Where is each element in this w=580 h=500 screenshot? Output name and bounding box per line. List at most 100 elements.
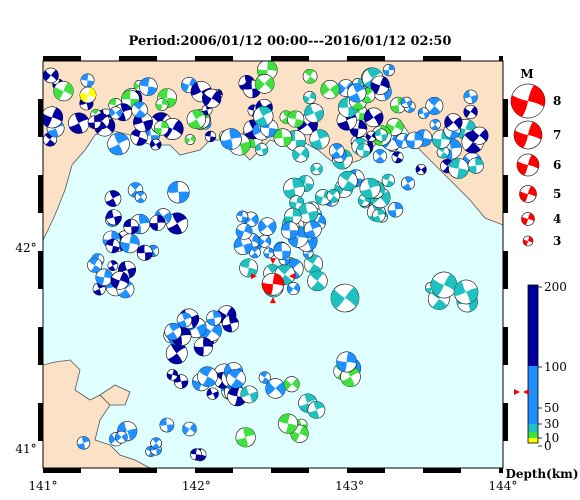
focal-mechanism — [87, 257, 103, 273]
magnitude-legend-symbol — [516, 153, 540, 177]
focal-mechanism — [107, 132, 130, 156]
depth-bar-frame — [527, 284, 539, 444]
frame-segment-right — [503, 251, 508, 289]
focal-mechanism — [372, 149, 387, 164]
focal-mechanism — [43, 106, 64, 129]
focal-mechanism — [382, 64, 396, 77]
focal-mechanism — [304, 103, 324, 123]
magnitude-legend-symbol — [510, 83, 546, 119]
focal-mechanism — [104, 190, 122, 207]
focal-mechanism — [287, 110, 305, 128]
frame-segment-left — [38, 99, 43, 137]
focal-mechanism — [155, 98, 169, 111]
focal-mechanism — [429, 119, 441, 131]
focal-mechanism — [176, 312, 193, 328]
depth-bar-segment — [528, 366, 538, 424]
focal-mechanism — [134, 191, 147, 203]
focal-mechanism — [253, 106, 274, 127]
focal-mechanism — [365, 130, 377, 142]
magnitude-legend-symbol — [522, 235, 534, 247]
focal-mechanism — [425, 97, 444, 115]
focal-mechanism — [307, 400, 326, 419]
focal-mechanism — [182, 421, 197, 437]
focal-mechanism — [297, 202, 319, 224]
focal-mechanism — [320, 80, 340, 100]
focal-mechanism — [240, 385, 259, 404]
focal-mechanism — [117, 421, 138, 442]
focal-mechanism — [273, 242, 291, 261]
focal-mechanism — [186, 109, 206, 129]
focal-mechanism — [258, 234, 272, 248]
focal-mechanism — [105, 209, 122, 226]
focal-mechanism — [167, 181, 190, 204]
focal-mechanism — [303, 91, 317, 105]
focal-mechanism — [166, 369, 179, 381]
focal-mechanism — [292, 145, 310, 163]
focal-mechanism — [286, 281, 300, 295]
focal-mechanism — [307, 270, 328, 292]
magnitude-legend: M 8 7 6 5 4 3 — [510, 67, 561, 248]
focal-mechanism — [463, 89, 478, 104]
focal-mechanism — [206, 310, 222, 326]
focal-mechanism — [166, 212, 189, 235]
focal-mechanism — [336, 351, 358, 373]
focal-mechanism — [68, 112, 90, 134]
frame-segment-bottom — [195, 468, 233, 473]
focal-mechanism — [236, 210, 249, 223]
focal-mechanism — [330, 283, 360, 313]
focal-mechanism — [87, 115, 102, 130]
focal-mechanism — [206, 387, 219, 400]
frame-segment-top — [347, 56, 385, 61]
focal-mechanism — [197, 366, 218, 387]
highlight-arrows — [250, 258, 295, 304]
focal-mechanism — [193, 337, 214, 357]
depth-bar-segment — [528, 285, 538, 366]
focal-mechanism — [310, 162, 323, 176]
depth-legend-label: 200 — [544, 280, 567, 294]
focal-mechanism — [444, 113, 463, 132]
magnitude-legend-symbol — [521, 212, 535, 226]
focal-mechanism — [220, 128, 242, 150]
land-shimokita — [99, 384, 131, 406]
focal-mechanism — [221, 315, 240, 333]
frame-segment-bottom — [499, 468, 503, 473]
focal-mechanism — [277, 413, 299, 434]
magnitude-legend-symbol — [513, 120, 543, 150]
focal-mechanism — [273, 128, 293, 147]
frame-segment-bottom — [43, 468, 81, 473]
x-tick-label: 141° — [29, 479, 58, 493]
depth-legend-label: 100 — [544, 360, 567, 374]
focal-mechanism — [430, 271, 458, 299]
frame-segment-bottom — [423, 468, 461, 473]
focal-mechanism — [258, 217, 277, 236]
depth-legend-label: 30 — [544, 417, 559, 431]
focal-mechanism — [149, 138, 162, 151]
focal-mechanism — [173, 374, 189, 389]
focal-mechanism — [109, 106, 123, 120]
magnitude-legend-label: 6 — [553, 158, 561, 172]
magnitude-legend-label: 7 — [553, 128, 561, 142]
focal-mechanism — [453, 279, 479, 305]
focal-mechanism — [303, 220, 322, 239]
focal-mechanism — [165, 342, 188, 365]
focal-mechanism — [400, 96, 412, 109]
focal-mechanism — [283, 376, 300, 393]
focal-mechanism — [387, 201, 404, 218]
focal-mechanism — [415, 164, 427, 176]
depth-bar-segment — [528, 432, 538, 438]
focal-mechanism — [467, 157, 484, 174]
frame-segment-top — [195, 56, 233, 61]
frame-segment-left — [38, 251, 43, 289]
focal-mechanism — [337, 171, 358, 191]
focal-mechanism — [359, 177, 381, 199]
focal-mechanism — [263, 247, 275, 259]
focal-mechanism — [448, 158, 469, 179]
focal-mechanism — [43, 67, 59, 84]
frame-segment-left — [38, 327, 43, 365]
frame-segment-right — [503, 99, 508, 137]
focal-mechanism — [138, 77, 158, 96]
focal-mechanism — [202, 88, 222, 109]
focal-mechanism — [154, 120, 169, 136]
focal-mechanism — [391, 151, 404, 164]
